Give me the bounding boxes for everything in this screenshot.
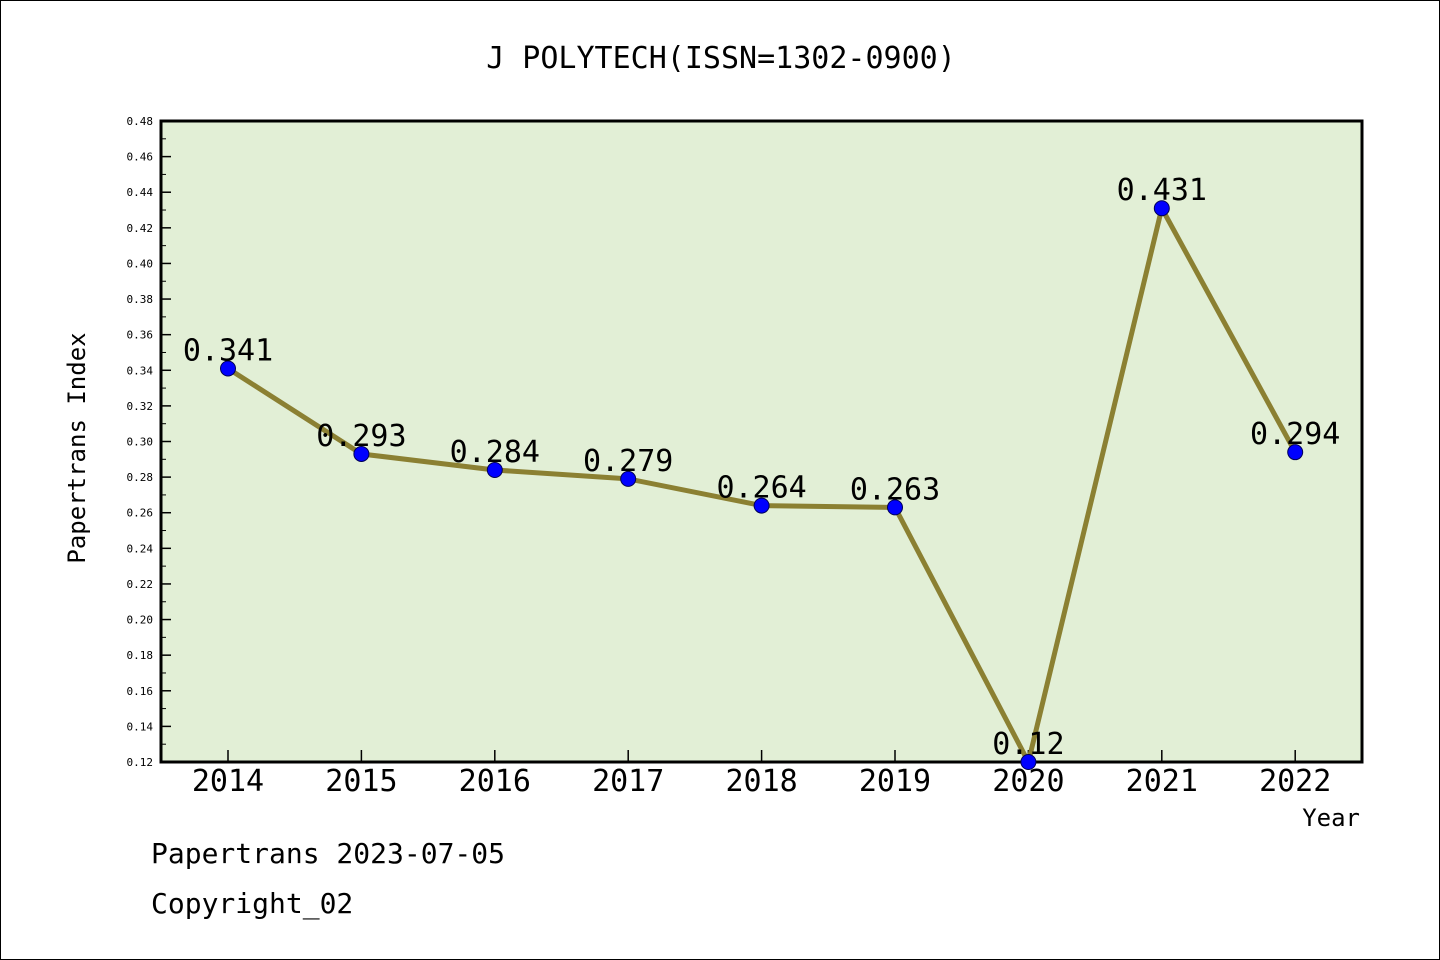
data-point	[220, 360, 236, 377]
x-tick-label: 2016	[459, 764, 531, 799]
y-tick-label: 0.30	[127, 436, 154, 449]
data-point	[486, 461, 503, 478]
y-tick-label: 0.12	[127, 756, 154, 769]
series-layer: 0.341 0.293 0.284 0.279 0.264 0.263 0.12 0.431 0…	[183, 173, 1340, 770]
x-tick-label: 2014	[192, 764, 264, 799]
y-tick-label: 0.22	[127, 578, 154, 591]
y-tick-label: 0.38	[127, 293, 154, 306]
x-tick-label: 2021	[1126, 764, 1198, 799]
data-label: 0.431	[1117, 173, 1207, 208]
data-point	[620, 470, 637, 487]
x-axis: 2014 2015 2016 2017 2018 2019 2020 2021 2022	[192, 750, 1331, 799]
y-axis-label: Papertrans Index	[63, 332, 91, 563]
x-tick-label: 2015	[325, 764, 397, 799]
data-label: 0.263	[850, 472, 940, 507]
data-point	[753, 497, 770, 514]
y-tick-label: 0.16	[127, 685, 154, 698]
x-tick-label: 2017	[592, 764, 664, 799]
data-point	[887, 499, 903, 516]
data-point	[1020, 754, 1037, 770]
y-tick-label: 0.42	[127, 222, 154, 235]
x-axis-label: Year	[1302, 804, 1360, 832]
data-label: 0.12	[992, 727, 1064, 762]
y-tick-label: 0.48	[127, 115, 154, 128]
data-label: 0.293	[316, 419, 406, 454]
data-label: 0.341	[183, 333, 273, 368]
data-label: 0.264	[716, 471, 806, 506]
y-axis: 0.12 0.14 0.16 0.18 0.20 0.22 0.24 0.26 0.28 0.30…	[127, 115, 171, 769]
y-tick-label: 0.40	[127, 257, 154, 270]
data-point	[1153, 200, 1170, 217]
y-tick-label: 0.44	[127, 186, 154, 199]
data-label: 0.279	[583, 444, 673, 479]
y-tick-label: 0.36	[127, 329, 154, 342]
data-label: 0.284	[450, 435, 540, 470]
footer-date: Papertrans 2023-07-05	[151, 837, 506, 870]
y-tick-label: 0.34	[127, 364, 154, 377]
footer-copyright: Copyright_02	[151, 887, 354, 920]
y-tick-label: 0.28	[127, 471, 154, 484]
y-tick-label: 0.18	[127, 649, 154, 662]
data-label: 0.294	[1250, 417, 1340, 452]
plot-area	[159, 119, 1364, 764]
data-point	[1287, 444, 1304, 461]
y-tick-label: 0.32	[127, 400, 154, 413]
y-tick-label: 0.14	[127, 720, 154, 733]
x-tick-label: 2022	[1259, 764, 1331, 799]
y-tick-label: 0.24	[127, 542, 154, 555]
y-tick-label: 0.26	[127, 507, 154, 520]
x-tick-label: 2018	[725, 764, 797, 799]
x-tick-label: 2019	[859, 764, 931, 799]
data-point	[353, 445, 370, 462]
chart-title: J POLYTECH(ISSN=1302-0900)	[486, 41, 956, 76]
y-tick-label: 0.46	[127, 151, 154, 164]
y-tick-label: 0.20	[127, 614, 154, 627]
